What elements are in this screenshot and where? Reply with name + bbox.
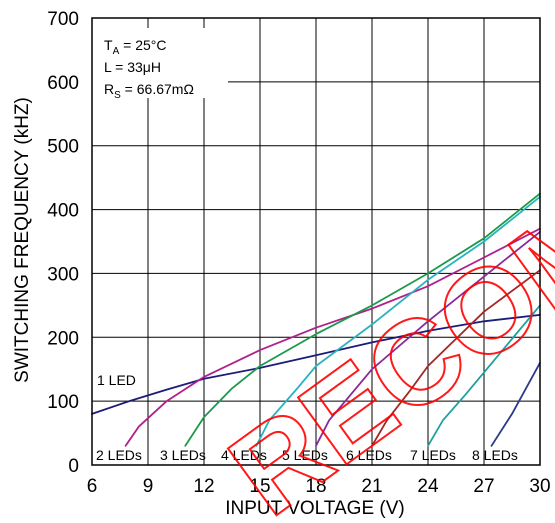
series-line <box>91 314 541 415</box>
y-tick-label: 600 <box>47 73 79 94</box>
series-line <box>371 269 541 447</box>
y-tick-label: 500 <box>47 137 79 158</box>
x-tick-label: 30 <box>529 476 550 497</box>
series-line <box>255 195 541 447</box>
plot-frame <box>91 17 541 466</box>
curve-label: 2 LEDs <box>96 447 142 463</box>
grid <box>92 18 540 465</box>
curve-label: 3 LEDs <box>160 447 206 463</box>
condition-text: TA = 25°C <box>104 37 166 57</box>
watermark: RECOMMENDED <box>206 0 555 523</box>
x-tick-label: 6 <box>87 476 98 497</box>
y-tick-label: 200 <box>47 328 79 349</box>
curve-label: 7 LEDs <box>410 447 456 463</box>
x-tick-label: 9 <box>143 476 154 497</box>
condition-text: RS = 66.67mΩ <box>104 81 194 101</box>
series-line <box>427 304 541 447</box>
x-tick-label: 21 <box>361 476 382 497</box>
curve-label: 8 LEDs <box>472 447 518 463</box>
curve-label: 5 LEDs <box>282 447 328 463</box>
x-tick-label: 12 <box>193 476 214 497</box>
series-line <box>184 192 541 447</box>
y-tick-label: 400 <box>47 201 79 222</box>
y-tick-label: 700 <box>47 9 79 30</box>
y-tick-label: 100 <box>47 392 79 413</box>
y-tick-label: 300 <box>47 264 79 285</box>
series-line <box>315 231 541 447</box>
conditions-box: TA = 25°C L = 33μH RS = 66.67mΩ <box>90 28 228 101</box>
y-tick-label: 0 <box>68 456 79 477</box>
x-tick-label: 18 <box>305 476 326 497</box>
x-tick-label: 27 <box>473 476 494 497</box>
series-group <box>91 192 541 447</box>
curve-label: 1 LED <box>97 372 136 388</box>
curve-label: 4 LEDs <box>221 447 267 463</box>
series-line <box>124 227 541 447</box>
x-tick-label: 15 <box>249 476 270 497</box>
x-tick-label: 24 <box>417 476 439 497</box>
x-axis-title: INPUT VOLTAGE (V) <box>225 498 404 519</box>
y-axis-title: SWITCHING FREQUENCY (kHZ) <box>12 97 33 383</box>
series-line <box>490 361 541 447</box>
condition-text: L = 33μH <box>104 59 161 75</box>
curve-labels: 2 LEDs 3 LEDs 4 LEDs 5 LEDs 6 LEDs 7 LEDs 8 LE… <box>96 372 518 463</box>
watermark-text: RECOMMENDED <box>207 0 555 523</box>
curve-label: 6 LEDs <box>346 447 392 463</box>
